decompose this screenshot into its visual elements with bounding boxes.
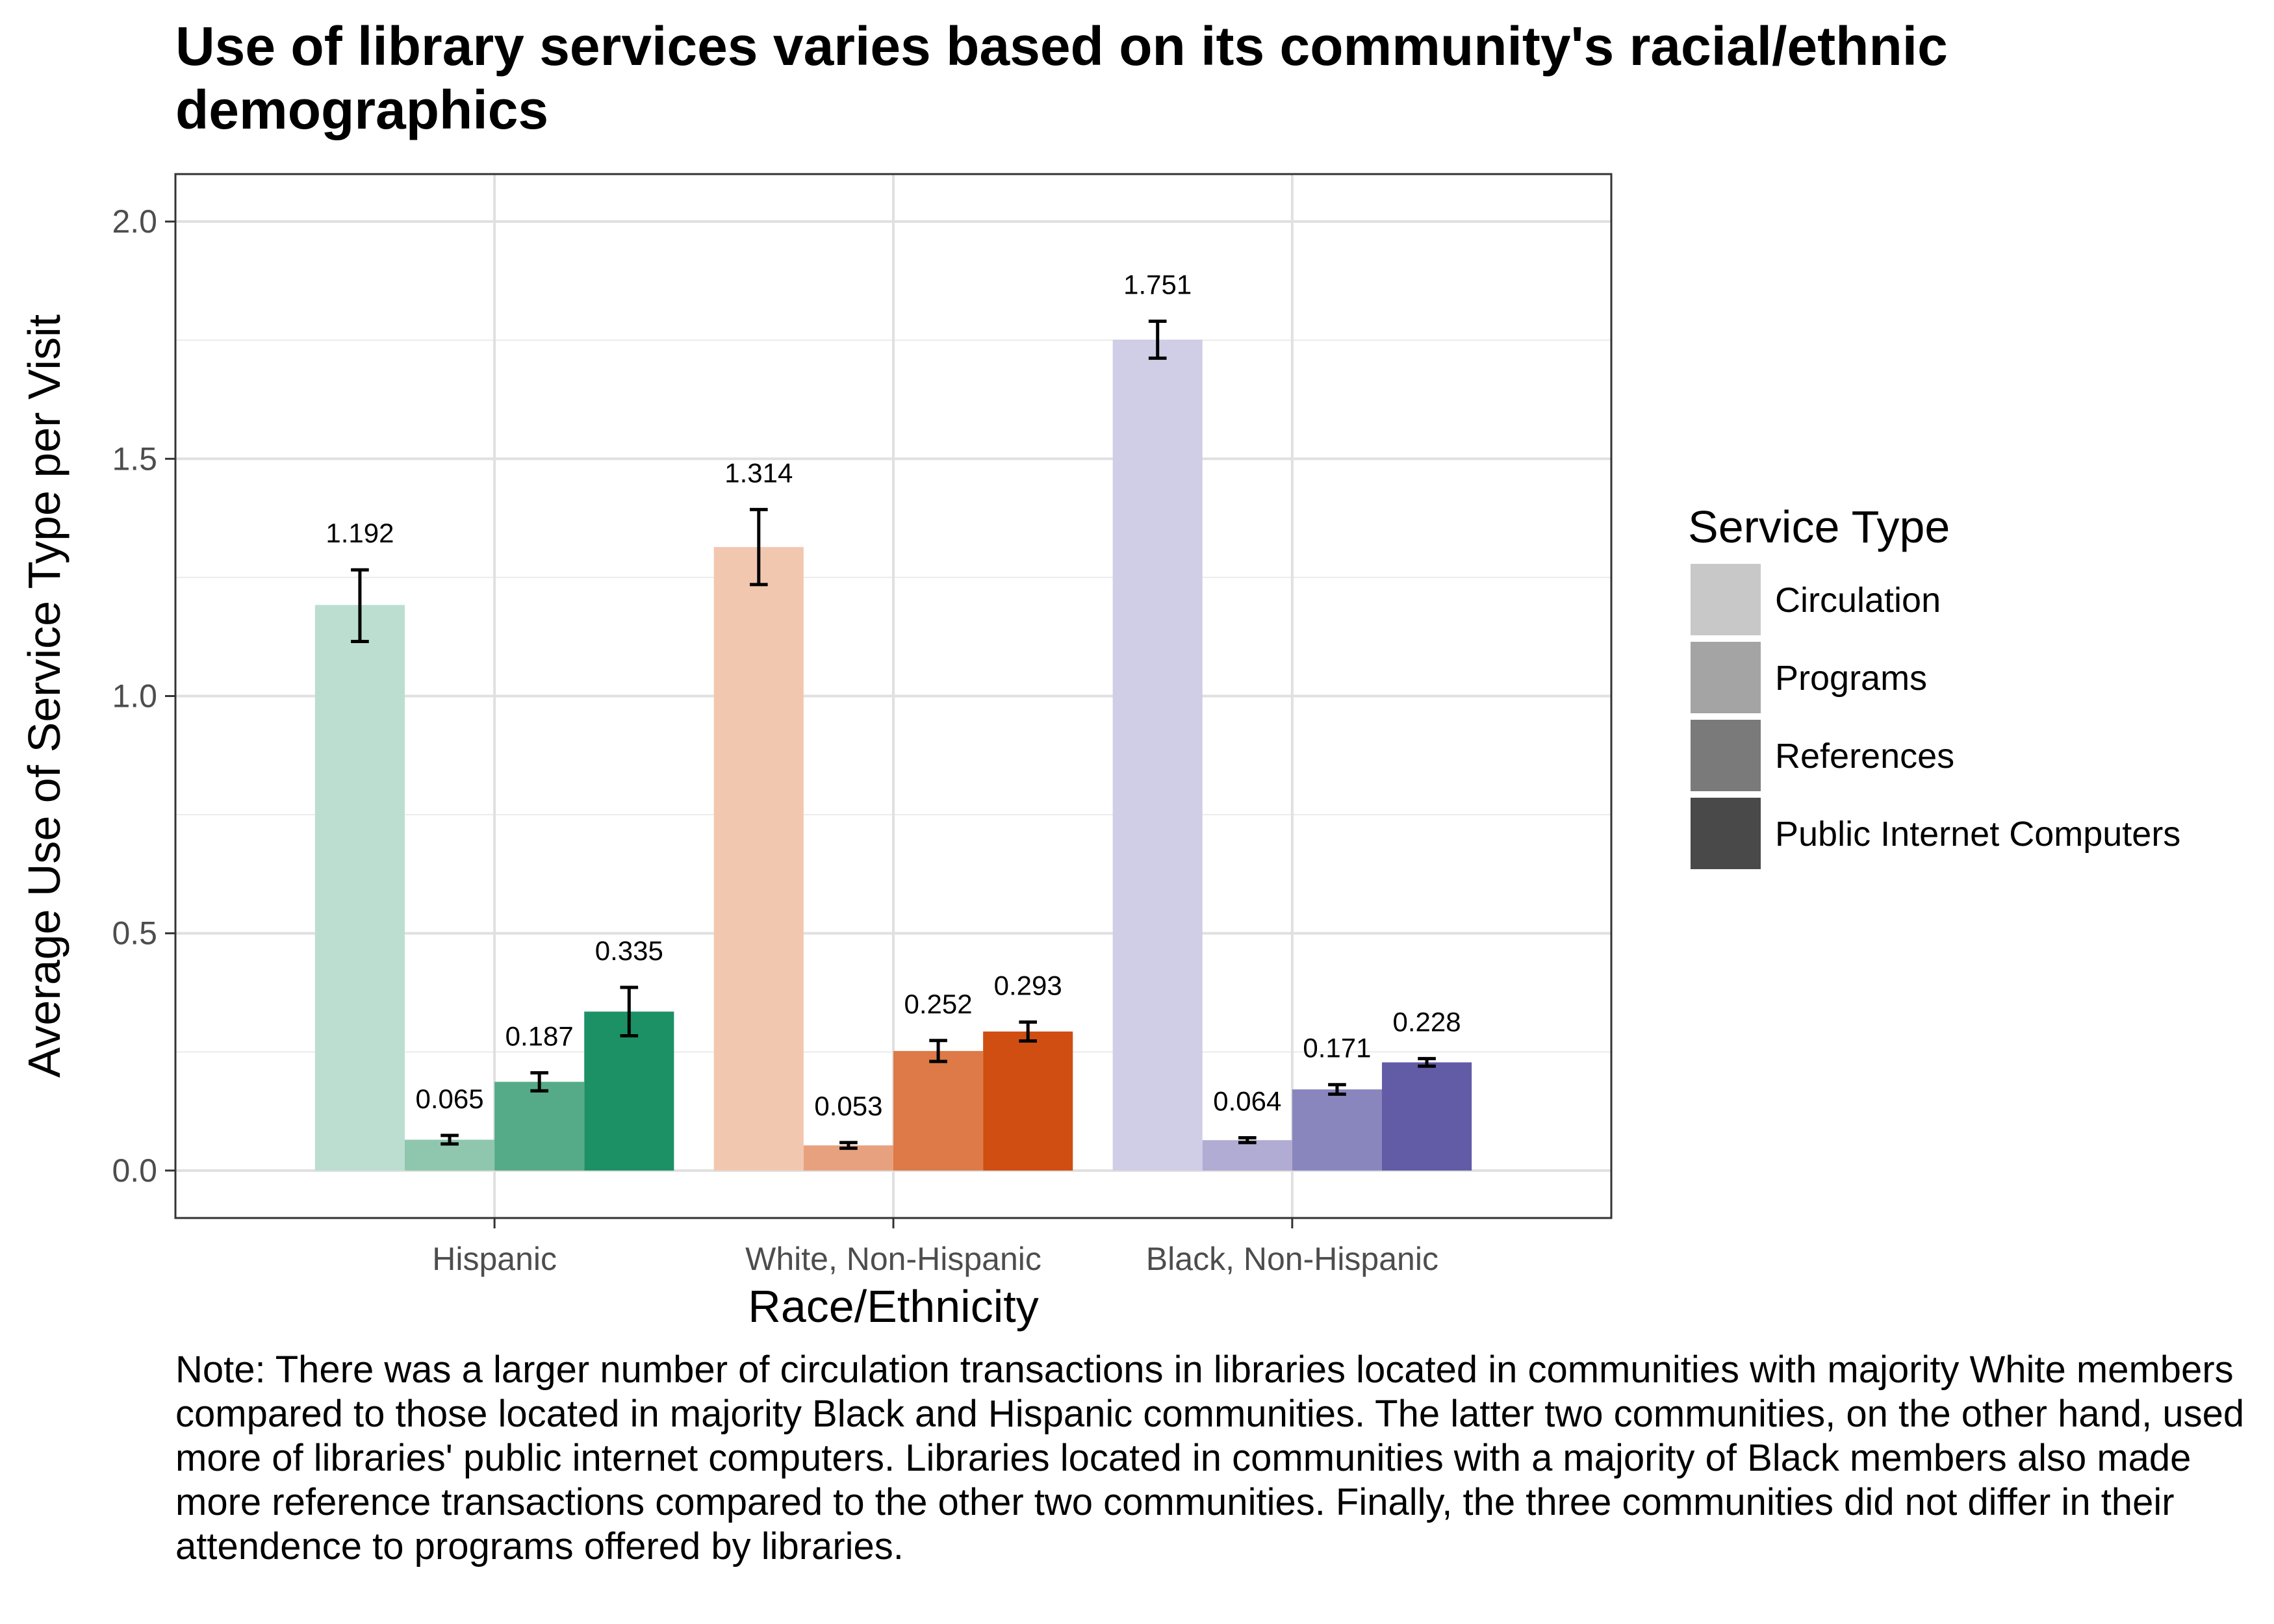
x-tick-label: Black, Non-Hispanic [1146,1241,1438,1277]
value-label: 0.293 [994,970,1062,1000]
y-axis-title: Average Use of Service Type per Visit [19,314,70,1078]
bar [494,1082,585,1171]
legend-key [1691,798,1761,869]
legend-title: Service Type [1688,501,1950,552]
value-labels: 1.192 0.065 0.187 0.335 1.314 0.053 0.252 0.293… [326,269,1461,1121]
x-axis: Hispanic White, Non-Hispanic Black, Non-Hi… [432,1218,1438,1277]
bar [893,1050,984,1171]
bar [713,547,804,1171]
chart-title-line: demographics [175,79,548,140]
bar [1202,1140,1292,1171]
chart-title: Use of library services varies based on … [175,16,1948,140]
error-bars [351,319,1436,1150]
grid-lines [175,174,1611,1218]
value-label: 0.053 [814,1091,882,1121]
legend-label: Programs [1775,659,1927,698]
bar [1292,1089,1383,1171]
bar [1112,339,1203,1171]
value-label: 0.064 [1213,1086,1281,1117]
legend-label: Public Internet Computers [1775,815,2180,854]
x-tick-label: White, Non-Hispanic [745,1241,1041,1277]
y-tick-label: 1.5 [112,440,157,477]
value-label: 0.252 [904,989,973,1019]
value-label: 0.228 [1393,1007,1461,1037]
value-label: 0.065 [415,1084,483,1114]
legend-label: Circulation [1775,581,1941,620]
y-tick-label: 1.0 [112,678,157,715]
legend-key [1691,564,1761,635]
legend-key [1691,642,1761,713]
legend-key [1691,720,1761,791]
bar [314,605,405,1171]
bar [1382,1062,1472,1171]
y-tick-label: 0.0 [112,1152,157,1189]
value-label: 0.171 [1303,1033,1371,1063]
y-tick-label: 0.5 [112,915,157,952]
bar [983,1031,1073,1171]
legend-label: References [1775,737,1954,776]
y-tick-label: 2.0 [112,203,157,240]
chart-note: Note: There was a larger number of circu… [175,1349,2245,1567]
value-label: 1.192 [326,518,394,548]
y-axis: 0.0 0.5 1.0 1.5 2.0 [112,203,175,1189]
x-tick-label: Hispanic [432,1241,557,1277]
legend: Service Type Circulation Programs Reference… [1688,501,2180,869]
value-label: 1.314 [724,457,793,488]
bars [314,339,1472,1171]
value-label: 1.751 [1123,269,1192,299]
chart-title-line: Use of library services varies based on … [175,16,1948,77]
bar [584,1011,674,1171]
x-axis-title: Race/Ethnicity [748,1281,1038,1332]
value-label: 0.187 [505,1021,574,1051]
value-label: 0.335 [595,935,663,966]
